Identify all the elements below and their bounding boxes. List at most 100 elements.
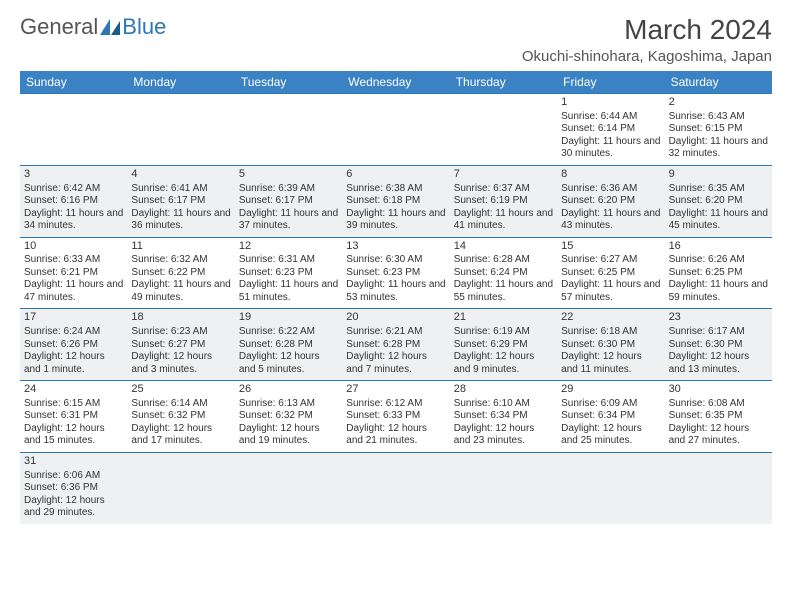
daylight-line: Daylight: 12 hours and 11 minutes.: [561, 351, 660, 376]
day-number: 4: [131, 168, 230, 182]
day-number: 19: [239, 311, 338, 325]
sunset-line: Sunset: 6:27 PM: [131, 339, 230, 352]
sunset-line: Sunset: 6:14 PM: [561, 123, 660, 136]
day-header: Monday: [127, 71, 234, 93]
logo-text-blue: Blue: [122, 14, 166, 40]
sunrise-line: Sunrise: 6:37 AM: [454, 183, 553, 196]
sunrise-line: Sunrise: 6:10 AM: [454, 398, 553, 411]
day-number: 16: [669, 240, 768, 254]
sunset-line: Sunset: 6:25 PM: [669, 267, 768, 280]
daylight-line: Daylight: 12 hours and 5 minutes.: [239, 351, 338, 376]
calendar-cell: [127, 452, 234, 524]
daylight-line: Daylight: 11 hours and 49 minutes.: [131, 279, 230, 304]
calendar-cell: 3Sunrise: 6:42 AMSunset: 6:16 PMDaylight…: [20, 165, 127, 237]
day-number: 26: [239, 383, 338, 397]
sunrise-line: Sunrise: 6:42 AM: [24, 183, 123, 196]
sunrise-line: Sunrise: 6:27 AM: [561, 254, 660, 267]
daylight-line: Daylight: 12 hours and 27 minutes.: [669, 423, 768, 448]
sunset-line: Sunset: 6:16 PM: [24, 195, 123, 208]
calendar-cell: 19Sunrise: 6:22 AMSunset: 6:28 PMDayligh…: [235, 308, 342, 380]
calendar-cell: 22Sunrise: 6:18 AMSunset: 6:30 PMDayligh…: [557, 308, 664, 380]
day-number: 30: [669, 383, 768, 397]
calendar-cell: 2Sunrise: 6:43 AMSunset: 6:15 PMDaylight…: [665, 93, 772, 165]
day-header: Wednesday: [342, 71, 449, 93]
sunrise-line: Sunrise: 6:23 AM: [131, 326, 230, 339]
daylight-line: Daylight: 12 hours and 17 minutes.: [131, 423, 230, 448]
calendar-cell: 4Sunrise: 6:41 AMSunset: 6:17 PMDaylight…: [127, 165, 234, 237]
calendar-cell: 31Sunrise: 6:06 AMSunset: 6:36 PMDayligh…: [20, 452, 127, 524]
sunrise-line: Sunrise: 6:30 AM: [346, 254, 445, 267]
calendar-cell: [450, 93, 557, 165]
sunrise-line: Sunrise: 6:24 AM: [24, 326, 123, 339]
calendar-cell: 7Sunrise: 6:37 AMSunset: 6:19 PMDaylight…: [450, 165, 557, 237]
sunset-line: Sunset: 6:23 PM: [239, 267, 338, 280]
sunset-line: Sunset: 6:15 PM: [669, 123, 768, 136]
daylight-line: Daylight: 11 hours and 57 minutes.: [561, 279, 660, 304]
calendar-cell: 10Sunrise: 6:33 AMSunset: 6:21 PMDayligh…: [20, 237, 127, 309]
calendar-cell: 9Sunrise: 6:35 AMSunset: 6:20 PMDaylight…: [665, 165, 772, 237]
sunset-line: Sunset: 6:22 PM: [131, 267, 230, 280]
sunset-line: Sunset: 6:35 PM: [669, 410, 768, 423]
daylight-line: Daylight: 11 hours and 47 minutes.: [24, 279, 123, 304]
calendar-cell: 30Sunrise: 6:08 AMSunset: 6:35 PMDayligh…: [665, 380, 772, 452]
sunrise-line: Sunrise: 6:19 AM: [454, 326, 553, 339]
sunset-line: Sunset: 6:17 PM: [239, 195, 338, 208]
calendar-cell: [557, 452, 664, 524]
day-number: 15: [561, 240, 660, 254]
sunrise-line: Sunrise: 6:44 AM: [561, 111, 660, 124]
sunrise-line: Sunrise: 6:17 AM: [669, 326, 768, 339]
sunrise-line: Sunrise: 6:33 AM: [24, 254, 123, 267]
sunset-line: Sunset: 6:20 PM: [669, 195, 768, 208]
day-number: 6: [346, 168, 445, 182]
sunrise-line: Sunrise: 6:12 AM: [346, 398, 445, 411]
day-number: 18: [131, 311, 230, 325]
sunset-line: Sunset: 6:33 PM: [346, 410, 445, 423]
daylight-line: Daylight: 11 hours and 30 minutes.: [561, 136, 660, 161]
sunrise-line: Sunrise: 6:43 AM: [669, 111, 768, 124]
sunrise-line: Sunrise: 6:31 AM: [239, 254, 338, 267]
sunrise-line: Sunrise: 6:32 AM: [131, 254, 230, 267]
sunrise-line: Sunrise: 6:26 AM: [669, 254, 768, 267]
calendar-cell: 16Sunrise: 6:26 AMSunset: 6:25 PMDayligh…: [665, 237, 772, 309]
sunrise-line: Sunrise: 6:08 AM: [669, 398, 768, 411]
day-number: 3: [24, 168, 123, 182]
calendar-grid: SundayMondayTuesdayWednesdayThursdayFrid…: [20, 71, 772, 524]
sunrise-line: Sunrise: 6:41 AM: [131, 183, 230, 196]
daylight-line: Daylight: 11 hours and 36 minutes.: [131, 208, 230, 233]
daylight-line: Daylight: 11 hours and 37 minutes.: [239, 208, 338, 233]
day-number: 1: [561, 96, 660, 110]
calendar-cell: [235, 93, 342, 165]
daylight-line: Daylight: 11 hours and 53 minutes.: [346, 279, 445, 304]
sunset-line: Sunset: 6:21 PM: [24, 267, 123, 280]
sunset-line: Sunset: 6:34 PM: [454, 410, 553, 423]
sunset-line: Sunset: 6:28 PM: [239, 339, 338, 352]
daylight-line: Daylight: 11 hours and 34 minutes.: [24, 208, 123, 233]
day-header: Friday: [557, 71, 664, 93]
day-number: 12: [239, 240, 338, 254]
sunrise-line: Sunrise: 6:22 AM: [239, 326, 338, 339]
day-header: Sunday: [20, 71, 127, 93]
day-number: 23: [669, 311, 768, 325]
sunset-line: Sunset: 6:36 PM: [24, 482, 123, 495]
sunset-line: Sunset: 6:32 PM: [239, 410, 338, 423]
calendar-cell: 13Sunrise: 6:30 AMSunset: 6:23 PMDayligh…: [342, 237, 449, 309]
day-number: 22: [561, 311, 660, 325]
calendar-cell: [450, 452, 557, 524]
sunrise-line: Sunrise: 6:39 AM: [239, 183, 338, 196]
sunset-line: Sunset: 6:29 PM: [454, 339, 553, 352]
sunrise-line: Sunrise: 6:13 AM: [239, 398, 338, 411]
calendar-cell: 12Sunrise: 6:31 AMSunset: 6:23 PMDayligh…: [235, 237, 342, 309]
daylight-line: Daylight: 11 hours and 43 minutes.: [561, 208, 660, 233]
daylight-line: Daylight: 11 hours and 51 minutes.: [239, 279, 338, 304]
sunset-line: Sunset: 6:30 PM: [561, 339, 660, 352]
day-number: 28: [454, 383, 553, 397]
sunset-line: Sunset: 6:19 PM: [454, 195, 553, 208]
sunset-line: Sunset: 6:30 PM: [669, 339, 768, 352]
month-title: March 2024: [522, 14, 772, 46]
sunset-line: Sunset: 6:23 PM: [346, 267, 445, 280]
calendar-cell: [235, 452, 342, 524]
daylight-line: Daylight: 12 hours and 9 minutes.: [454, 351, 553, 376]
logo: General Blue: [20, 14, 166, 40]
daylight-line: Daylight: 12 hours and 19 minutes.: [239, 423, 338, 448]
calendar-cell: [342, 452, 449, 524]
